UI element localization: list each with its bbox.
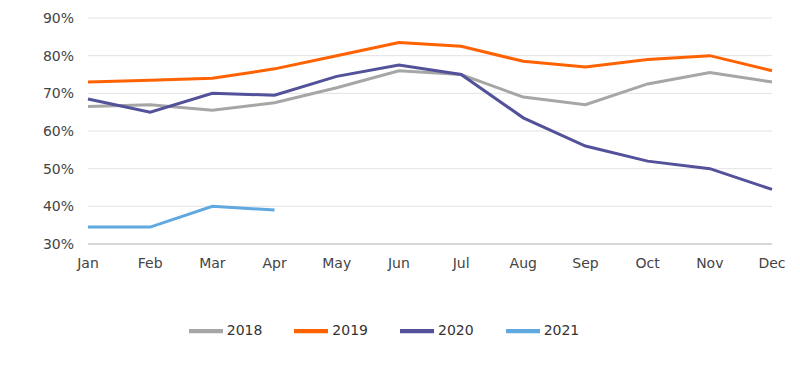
svg-text:Jan: Jan (76, 255, 99, 271)
html-text:2020: 2020 (438, 322, 474, 338)
svg-text:70%: 70% (43, 85, 74, 101)
svg-text:Jul: Jul (452, 255, 470, 271)
svg-text:90%: 90% (43, 10, 74, 26)
svg-text:Mar: Mar (199, 255, 226, 271)
svg-text:Aug: Aug (510, 255, 537, 271)
svg-text:Dec: Dec (758, 255, 785, 271)
svg-text:Oct: Oct (636, 255, 661, 271)
svg-text:Nov: Nov (696, 255, 723, 271)
svg-text:Apr: Apr (262, 255, 286, 271)
svg-text:30%: 30% (43, 236, 74, 252)
html-text:2019: 2019 (332, 322, 368, 338)
html-text:2018: 2018 (226, 322, 263, 338)
svg-text:50%: 50% (43, 161, 74, 177)
svg-text:60%: 60% (43, 123, 74, 139)
svg-text:May: May (322, 255, 351, 271)
svg-text:80%: 80% (43, 48, 74, 64)
svg-text:Feb: Feb (138, 255, 163, 271)
svg-text:Jun: Jun (387, 255, 410, 271)
html-text:2021: 2021 (543, 322, 580, 338)
svg-text:40%: 40% (43, 198, 74, 214)
svg-text:Sep: Sep (572, 255, 599, 271)
